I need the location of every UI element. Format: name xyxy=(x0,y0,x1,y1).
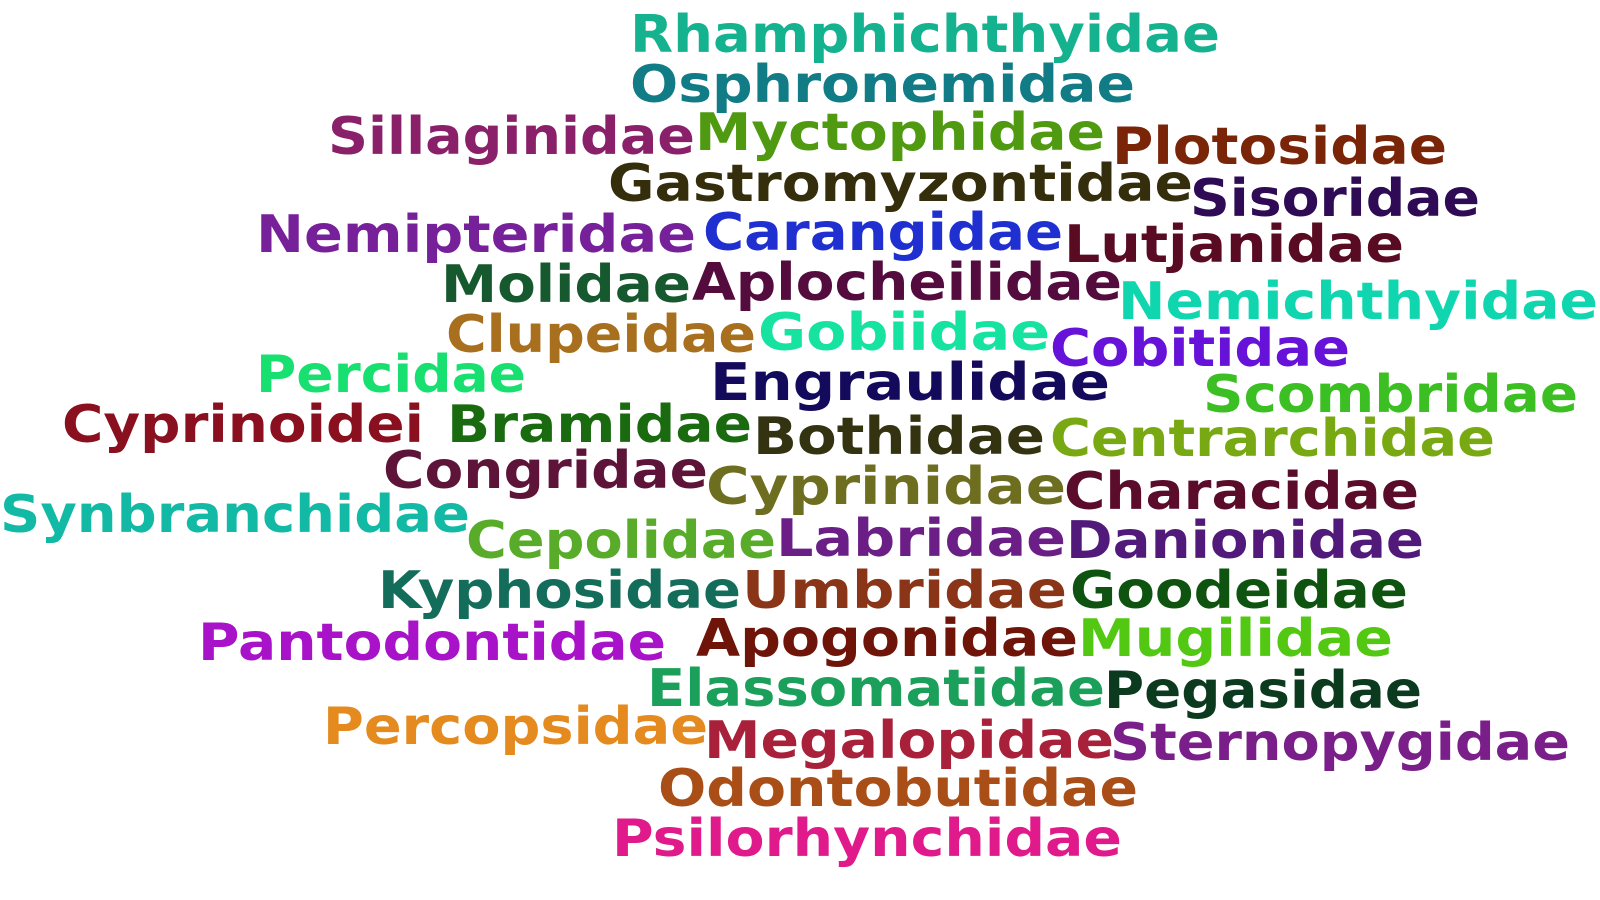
cloud-word: Percidae xyxy=(256,343,526,405)
cloud-word: Odontobutidae xyxy=(658,757,1139,819)
cloud-word: Nemipteridae xyxy=(256,203,697,265)
cloud-word: Rhamphichthyidae xyxy=(630,3,1221,65)
cloud-word: Pantodontidae xyxy=(198,611,667,673)
cloud-word: Bramidae xyxy=(447,393,752,455)
cloud-word: Bothidae xyxy=(753,405,1045,467)
cloud-word: Plotosidae xyxy=(1112,115,1447,177)
cloud-word: Cyprinoidei xyxy=(62,393,425,455)
cloud-word: Umbridae xyxy=(742,559,1067,621)
cloud-word: Percopsidae xyxy=(323,695,709,757)
cloud-word: Elassomatidae xyxy=(647,657,1106,719)
cloud-word: Goodeidae xyxy=(1070,559,1409,621)
cloud-word: Kyphosidae xyxy=(378,559,742,621)
cloud-word: Carangidae xyxy=(703,201,1064,263)
cloud-word: Myctophidae xyxy=(695,101,1106,163)
cloud-word: Centrarchidae xyxy=(1050,407,1495,469)
cloud-word: Pegasidae xyxy=(1104,659,1423,721)
cloud-word: Scombridae xyxy=(1203,363,1578,425)
cloud-word: Characidae xyxy=(1064,460,1419,522)
cloud-word: Labridae xyxy=(776,507,1067,569)
cloud-word: Megalopidae xyxy=(704,709,1115,771)
cloud-word: Congridae xyxy=(383,439,708,501)
cloud-word: Gobiidae xyxy=(758,301,1050,363)
cloud-word: Clupeidae xyxy=(446,303,756,365)
cloud-word: Psilorhynchidae xyxy=(612,807,1122,869)
cloud-word: Sternopygidae xyxy=(1110,711,1570,773)
cloud-word: Lutjanidae xyxy=(1064,213,1405,275)
cloud-word: Danionidae xyxy=(1066,509,1425,571)
cloud-word: Gastromyzontidae xyxy=(608,152,1194,214)
cloud-word: Cepolidae xyxy=(466,509,777,571)
cloud-word: Sillaginidae xyxy=(328,105,695,167)
cloud-word: Synbranchidae xyxy=(0,483,471,545)
cloud-word: Nemichthyidae xyxy=(1118,270,1598,332)
cloud-word: Cobitidae xyxy=(1050,317,1350,379)
cloud-word: Aplocheilidae xyxy=(692,251,1122,313)
cloud-word: Apogonidae xyxy=(696,607,1079,669)
cloud-word: Osphronemidae xyxy=(630,53,1135,115)
cloud-word: Mugilidae xyxy=(1078,607,1393,669)
cloud-word: Engraulidae xyxy=(710,351,1110,413)
cloud-word: Molidae xyxy=(441,253,691,315)
cloud-word: Sisoridae xyxy=(1190,167,1481,229)
cloud-word: Cyprinidae xyxy=(706,455,1066,517)
